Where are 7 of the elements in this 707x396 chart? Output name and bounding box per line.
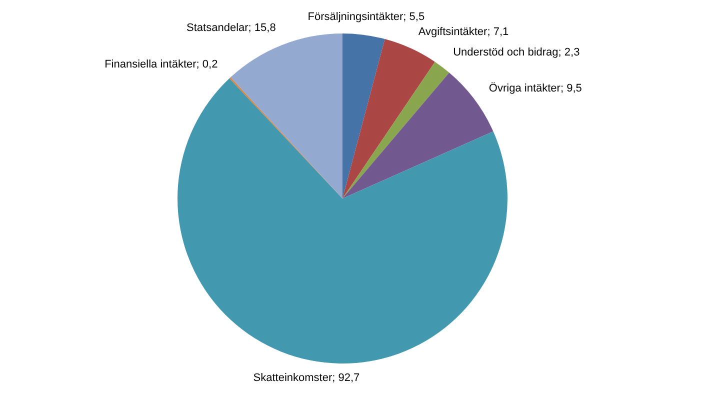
slice-label: Skatteinkomster; 92,7 — [253, 372, 360, 384]
slice-label: Statsandelar; 15,8 — [186, 22, 276, 34]
slice-label: Övriga intäkter; 9,5 — [488, 82, 582, 95]
slice-label: Försäljningsintäkter; 5,5 — [308, 11, 425, 24]
slice-label: Avgiftsintäkter; 7,1 — [418, 26, 509, 38]
slice-label: Understöd och bidrag; 2,3 — [453, 46, 580, 59]
slice-label: Finansiella intäkter; 0,2 — [104, 58, 218, 71]
